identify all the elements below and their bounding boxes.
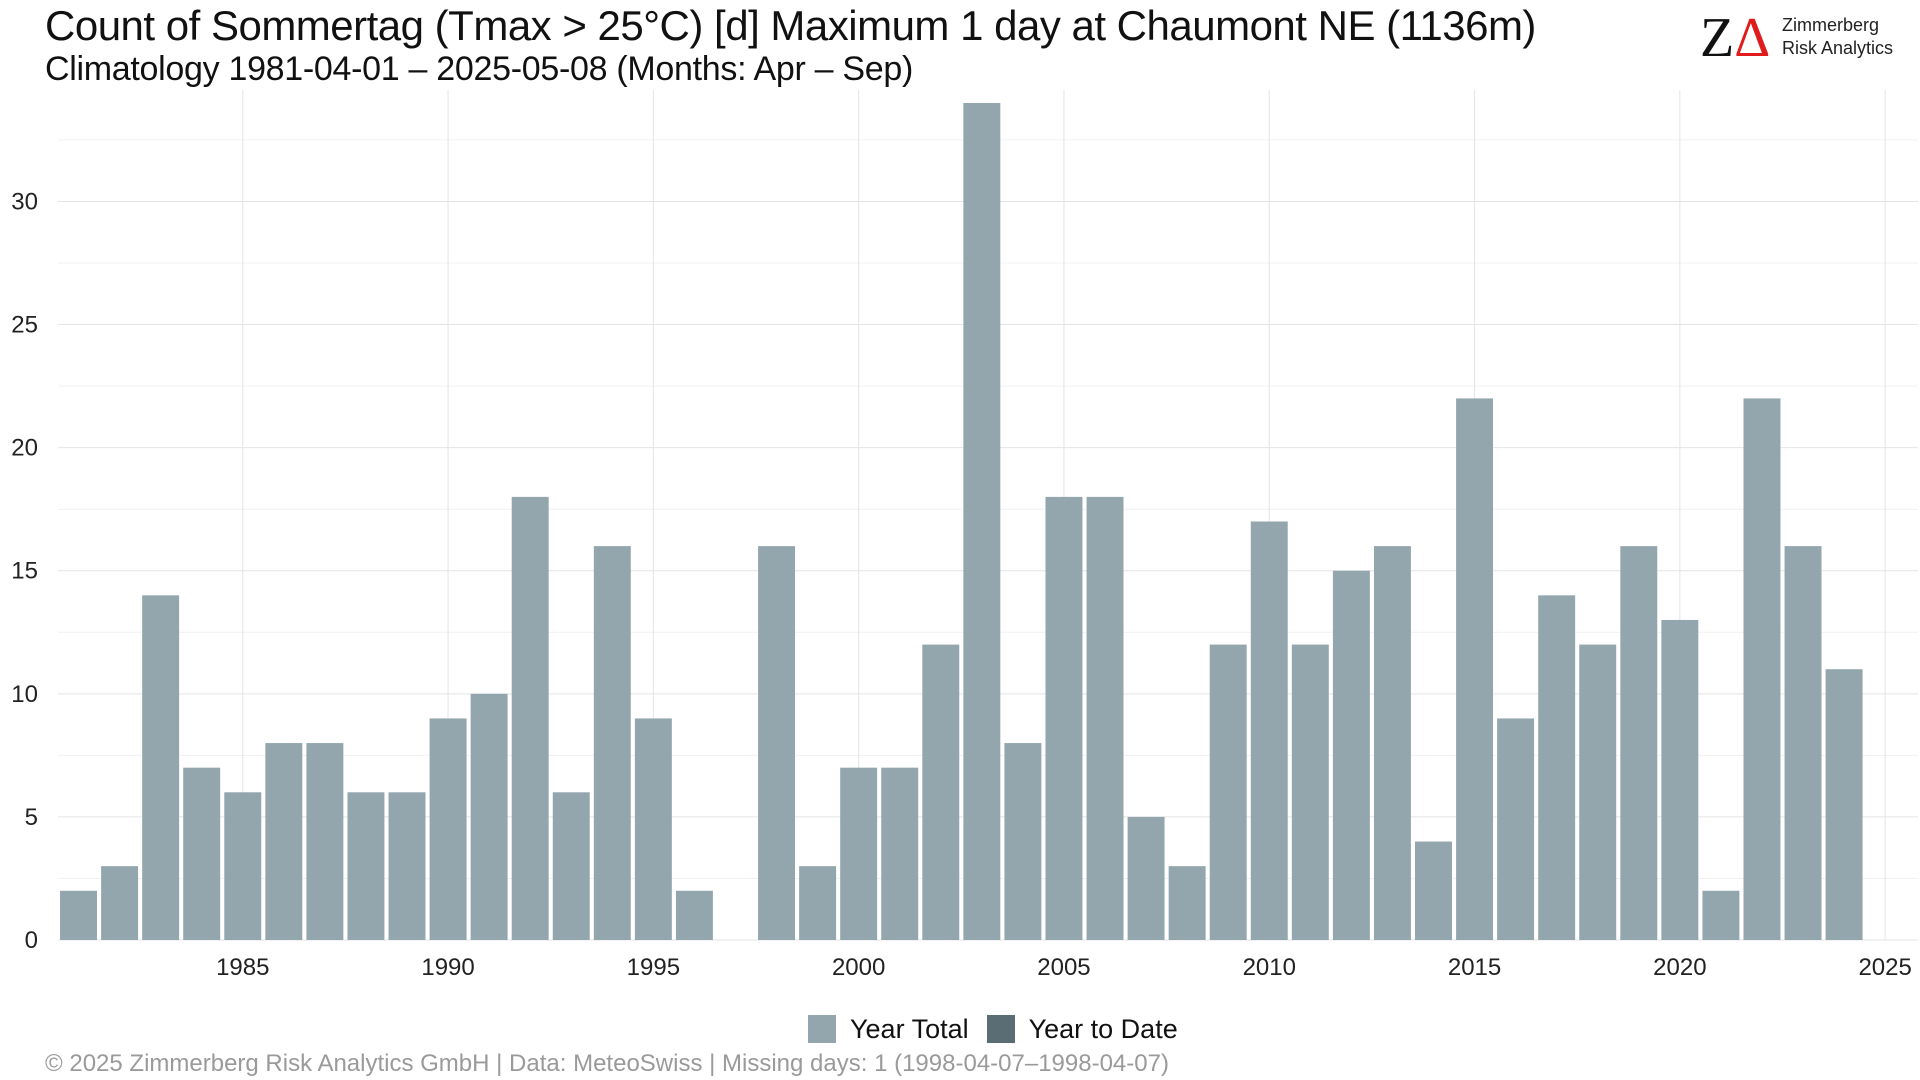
bar-year-total-1998 <box>758 546 796 940</box>
legend-item-year-total[interactable]: Year Total <box>808 1014 969 1045</box>
bar-year-total-2019 <box>1620 546 1658 940</box>
y-tick-label: 10 <box>11 681 38 708</box>
bar-year-total-1982 <box>101 866 139 940</box>
bar-year-total-1987 <box>306 743 344 940</box>
bar-year-total-1999 <box>799 866 837 940</box>
bar-year-total-2000 <box>840 767 878 940</box>
bar-year-total-2001 <box>881 767 919 940</box>
x-tick-label: 1995 <box>627 954 680 981</box>
y-tick-label: 5 <box>25 804 38 831</box>
legend-label-year-to-date: Year to Date <box>1028 1013 1178 1044</box>
y-tick-label: 25 <box>11 312 38 339</box>
bar-year-total-2010 <box>1250 521 1288 940</box>
x-tick-label: 2005 <box>1037 954 1090 981</box>
bar-year-total-2007 <box>1127 816 1165 940</box>
y-tick-label: 30 <box>11 188 38 215</box>
company-logo: ZΔ Zimmerberg Risk Analytics <box>1700 8 1910 68</box>
legend-swatch-year-to-date <box>986 1015 1015 1043</box>
logo-mark: ZΔ <box>1700 7 1771 69</box>
bar-year-total-2016 <box>1497 718 1535 940</box>
logo-name: Zimmerberg Risk Analytics <box>1782 14 1893 60</box>
bar-year-total-2018 <box>1579 644 1617 940</box>
chart-title: Count of Sommertag (Tmax > 25°C) [d] Max… <box>45 2 1536 49</box>
bar-year-total-2015 <box>1456 398 1494 941</box>
bar-year-total-2004 <box>1004 743 1042 940</box>
logo-name-line1: Zimmerberg <box>1782 15 1880 35</box>
bar-year-total-1981 <box>60 890 98 940</box>
bar-year-total-1995 <box>634 718 672 940</box>
bar-year-total-1992 <box>511 496 549 940</box>
y-tick-label: 15 <box>11 558 38 585</box>
bar-year-total-2005 <box>1045 496 1083 940</box>
bar-year-total-2024 <box>1825 669 1863 940</box>
bars <box>60 103 1863 941</box>
bar-year-total-1989 <box>388 792 426 940</box>
bar-year-total-2011 <box>1291 644 1329 940</box>
bar-year-total-1990 <box>429 718 467 940</box>
bar-year-total-2017 <box>1538 595 1576 940</box>
bar-year-total-2002 <box>922 644 960 940</box>
footer-credits: © 2025 Zimmerberg Risk Analytics GmbH | … <box>45 1050 1169 1077</box>
bar-year-total-1994 <box>593 546 631 940</box>
bar-year-total-2008 <box>1168 866 1206 940</box>
x-tick-label: 2015 <box>1448 954 1501 981</box>
x-tick-label: 2020 <box>1653 954 1706 981</box>
bar-year-total-2013 <box>1373 546 1411 940</box>
x-tick-label: 1990 <box>421 954 474 981</box>
bar-year-total-2003 <box>963 103 1001 940</box>
bar-year-total-1988 <box>347 792 385 940</box>
x-tick-label: 2000 <box>832 954 885 981</box>
bar-year-total-2009 <box>1209 644 1247 940</box>
legend: Year Total Year to Date <box>808 1013 1196 1045</box>
y-tick-label: 0 <box>25 927 38 954</box>
x-tick-label: 1985 <box>216 954 269 981</box>
legend-item-year-to-date[interactable]: Year to Date <box>986 1013 1178 1045</box>
bar-year-total-2022 <box>1743 398 1781 941</box>
bar-year-total-1983 <box>142 595 180 940</box>
bar-year-total-2021 <box>1702 890 1740 940</box>
legend-swatch-year-total <box>808 1015 836 1043</box>
bar-year-total-1986 <box>265 743 303 940</box>
bar-year-total-2023 <box>1784 546 1822 940</box>
x-tick-label: 2025 <box>1858 954 1911 981</box>
bar-year-total-2014 <box>1415 841 1452 940</box>
bar-year-total-1985 <box>224 792 262 940</box>
logo-name-line2: Risk Analytics <box>1782 38 1894 58</box>
bar-year-total-1996 <box>675 890 713 940</box>
y-tick-label: 20 <box>11 435 38 462</box>
y-axis-ticks: 0 5 10 15 20 25 30 <box>11 188 38 954</box>
chart-subtitle: Climatology 1981-04-01 – 2025-05-08 (Mon… <box>45 50 914 88</box>
bar-year-total-1991 <box>470 693 508 940</box>
bar-year-total-2012 <box>1332 570 1370 940</box>
legend-label-year-total: Year Total <box>850 1013 969 1044</box>
x-tick-label: 2010 <box>1243 954 1296 981</box>
bar-year-total-1984 <box>183 767 221 940</box>
x-axis-ticks: 1985 1990 1995 2000 2005 2010 2015 2020 2025 <box>216 954 1912 981</box>
bar-year-total-2006 <box>1086 496 1124 940</box>
bar-year-total-2020 <box>1661 619 1699 940</box>
bar-year-total-1993 <box>552 792 590 940</box>
